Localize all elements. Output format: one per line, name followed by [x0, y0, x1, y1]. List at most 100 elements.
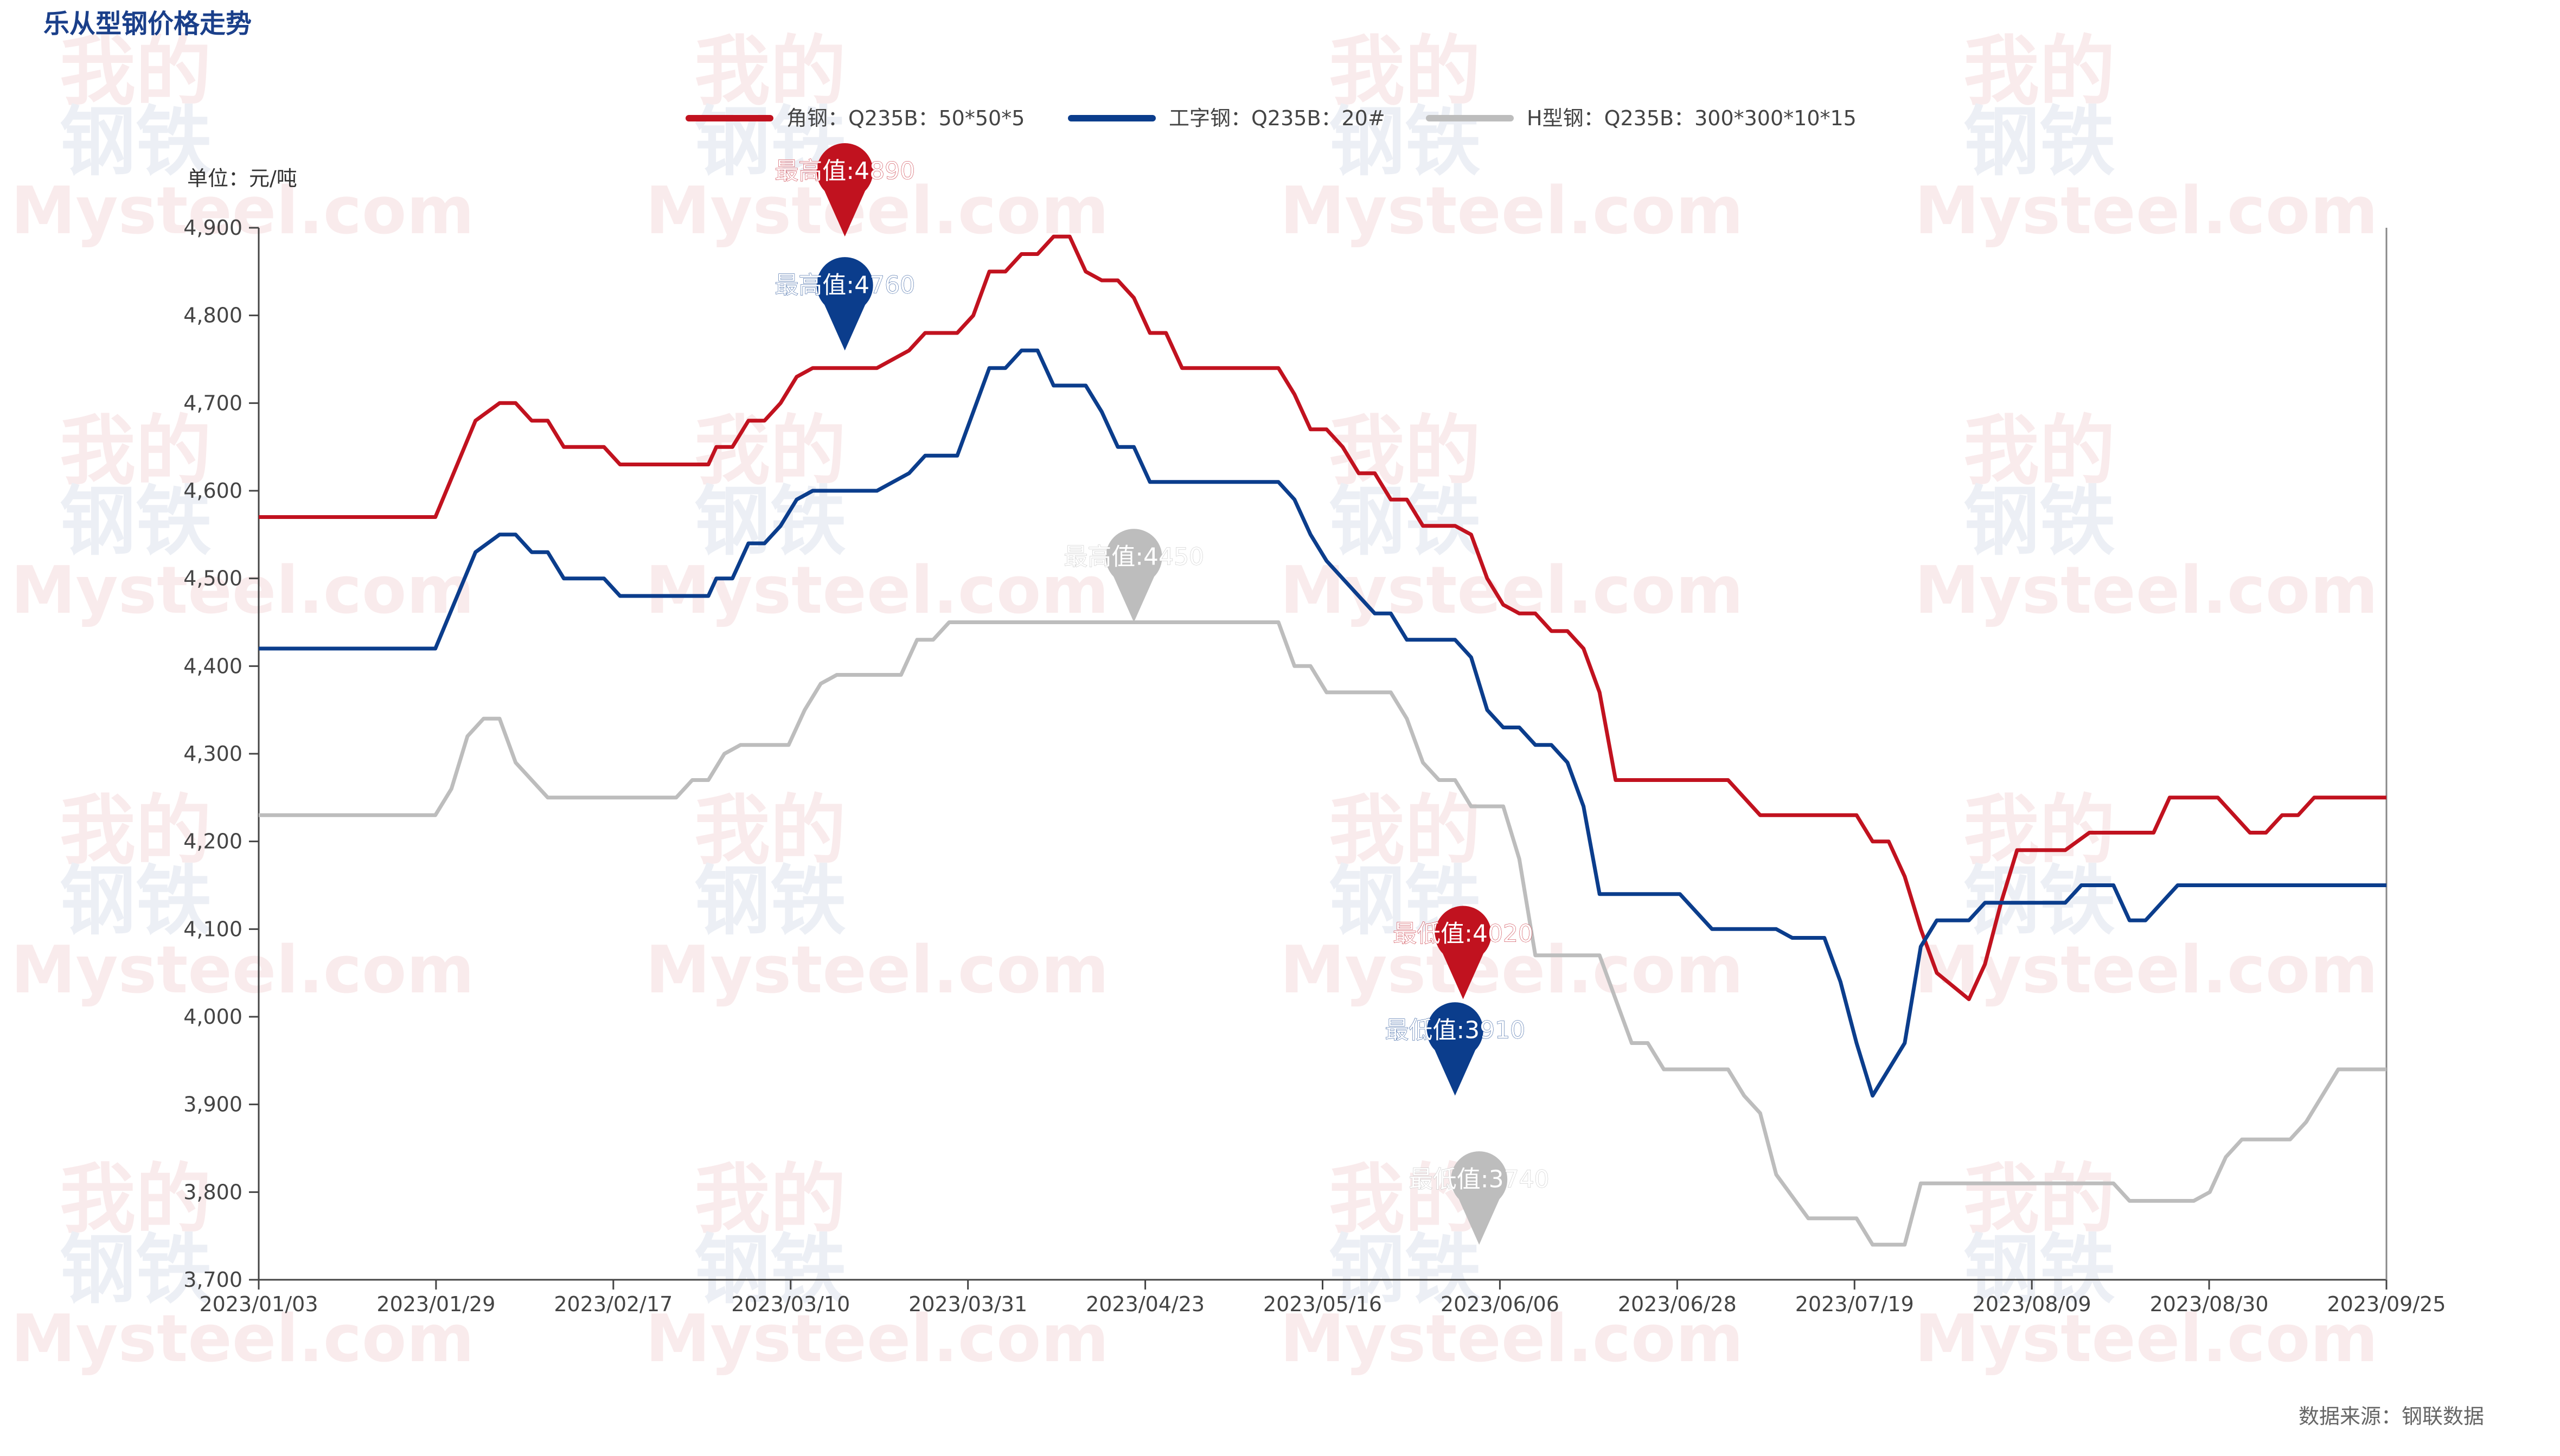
- watermark-logo-text: 我的: [694, 1156, 846, 1244]
- marker-pin-icon: [1451, 1151, 1508, 1245]
- x-tick-label: 2023/03/31: [908, 1292, 1027, 1316]
- watermark-logo-text: Mysteel.com: [11, 553, 475, 628]
- watermark-logo-text: Mysteel.com: [645, 553, 1109, 628]
- watermark-logo-text: 钢铁: [694, 857, 846, 946]
- marker-pin-icon: [1435, 906, 1492, 999]
- marker-pin-icon: [1105, 529, 1162, 623]
- watermark-logo-text: Mysteel.com: [645, 174, 1109, 249]
- y-tick-label: 3,900: [183, 1093, 242, 1117]
- watermark-logo-text: 我的: [60, 407, 212, 496]
- watermark-logo-text: 钢铁: [1963, 1226, 2115, 1314]
- marker-label: 最低值:3910: [1385, 1017, 1525, 1044]
- chart-title: 乐从型钢价格走势: [43, 9, 252, 39]
- y-tick-label: 4,000: [183, 1005, 242, 1029]
- watermark-logo-text: 钢铁: [1329, 1226, 1481, 1314]
- x-tick-label: 2023/09/25: [2327, 1292, 2446, 1316]
- x-tick-label: 2023/01/03: [199, 1292, 318, 1316]
- watermark-logo-text: 我的: [1329, 28, 1481, 116]
- x-tick-label: 2023/02/17: [554, 1292, 673, 1316]
- markers-layer: 最高值:4450 最低值:3740 最高值:4760 最低值:3910 最高值:4890…: [775, 143, 1550, 1245]
- watermark-logo-text: 钢铁: [60, 857, 212, 946]
- watermark-logo-text: 钢铁: [60, 478, 212, 566]
- watermark-logo-text: Mysteel.com: [1915, 174, 2378, 249]
- watermark-logo-text: Mysteel.com: [1280, 174, 1744, 249]
- watermark-logo-text: 钢铁: [1963, 98, 2115, 187]
- watermark-logo-text: Mysteel.com: [1915, 1301, 2378, 1377]
- series-layer: [259, 234, 2386, 1247]
- y-tick-label: 4,900: [183, 216, 242, 240]
- marker-pin-icon: [816, 143, 873, 237]
- marker-pin-icon: [1426, 1002, 1483, 1096]
- extreme-marker-max-1: 最高值:4760: [775, 257, 916, 351]
- watermark-logo-text: 我的: [694, 407, 846, 496]
- legend-label-0: 角钢：Q235B：50*50*5: [786, 106, 1025, 130]
- watermark-logo-text: Mysteel.com: [1280, 933, 1744, 1008]
- watermark-logo-text: 我的: [1329, 407, 1481, 496]
- marker-label: 最高值:4450: [1064, 543, 1204, 571]
- watermark-logo-text: 我的: [1963, 1156, 2115, 1244]
- x-tick-label: 2023/06/06: [1441, 1292, 1559, 1316]
- y-tick-label: 3,700: [183, 1268, 242, 1292]
- x-tick-label: 2023/03/10: [731, 1292, 850, 1316]
- marker-label: 最低值:4020: [1393, 920, 1533, 948]
- extreme-marker-max-0: 最高值:4890: [775, 143, 916, 237]
- marker-pin-icon: [816, 257, 873, 351]
- watermark-logo-text: 我的: [1329, 787, 1481, 875]
- watermark-logo-text: 我的: [1963, 28, 2115, 116]
- watermark-logo-text: 钢铁: [694, 1226, 846, 1314]
- watermark-layer: 我的钢铁Mysteel.com我的钢铁Mysteel.com我的钢铁Mystee…: [11, 28, 2378, 1377]
- watermark-logo-text: 钢铁: [1329, 478, 1481, 566]
- x-tick-label: 2023/05/16: [1263, 1292, 1382, 1316]
- y-tick-label: 4,500: [183, 567, 242, 591]
- x-tick-label: 2023/01/29: [376, 1292, 495, 1316]
- watermark-logo-text: Mysteel.com: [1280, 553, 1744, 628]
- watermark-logo-text: Mysteel.com: [645, 1301, 1109, 1377]
- watermark-logo-text: 我的: [60, 28, 212, 116]
- y-tick-label: 4,600: [183, 479, 242, 503]
- x-tick-label: 2023/08/30: [2150, 1292, 2269, 1316]
- watermark-logo-text: 钢铁: [1963, 478, 2115, 566]
- legend-label-1: 工字钢：Q235B：20#: [1169, 106, 1385, 130]
- watermark-logo-text: 我的: [60, 787, 212, 875]
- watermark-logo-text: Mysteel.com: [645, 933, 1109, 1008]
- watermark-logo-text: 我的: [1963, 407, 2115, 496]
- y-tick-label: 4,200: [183, 830, 242, 854]
- x-tick-label: 2023/06/28: [1618, 1292, 1737, 1316]
- series-line-1: [259, 348, 2386, 1098]
- watermark-logo-text: Mysteel.com: [1915, 553, 2378, 628]
- legend: 角钢：Q235B：50*50*5 工字钢：Q235B：20# H型钢：Q235B：3…: [686, 106, 1857, 130]
- x-tick-label: 2023/04/23: [1086, 1292, 1205, 1316]
- axes: 4,900 4,800 4,700 4,600 4,500 4,400 4,300 4,200…: [183, 216, 2446, 1316]
- extreme-marker-max-2: 最高值:4450: [1064, 529, 1205, 623]
- extreme-marker-min-1: 最低值:3910: [1385, 1002, 1526, 1096]
- watermark-logo-text: Mysteel.com: [11, 933, 475, 1008]
- marker-label: 最高值:4890: [775, 157, 915, 185]
- y-tick-label: 4,400: [183, 654, 242, 678]
- watermark-logo-text: 我的: [694, 28, 846, 116]
- marker-label: 最低值:3740: [1409, 1165, 1550, 1193]
- watermark-logo-text: Mysteel.com: [11, 1301, 475, 1377]
- y-tick-label: 4,800: [183, 304, 242, 328]
- series-line-0: [259, 234, 2386, 1002]
- watermark-logo-text: Mysteel.com: [11, 174, 475, 249]
- legend-label-2: H型钢：Q235B：300*300*10*15: [1527, 106, 1857, 130]
- marker-label: 最高值:4760: [775, 271, 915, 299]
- extreme-marker-min-2: 最低值:3740: [1409, 1151, 1550, 1245]
- watermark-logo-text: 钢铁: [60, 1226, 212, 1314]
- watermark-logo-text: 钢铁: [60, 98, 212, 187]
- watermark-logo-text: 我的: [694, 787, 846, 875]
